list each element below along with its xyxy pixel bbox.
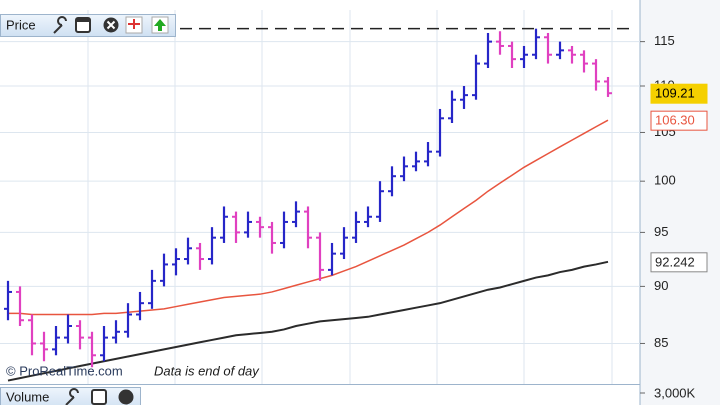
data-note: Data is end of day — [154, 363, 260, 378]
y-tick-label: 3,000K — [654, 385, 696, 400]
y-tick-label: 90 — [654, 278, 668, 293]
price-badge — [650, 110, 708, 131]
price-badge-label: 92.242 — [655, 254, 695, 269]
moving-average-line — [8, 119, 609, 316]
pane-title: Volume — [6, 389, 49, 404]
moving-average-line — [7, 260, 609, 382]
toolbar-icons[interactable] — [53, 16, 169, 34]
y-tick-label: 95 — [654, 224, 668, 239]
price-badge — [650, 252, 708, 273]
price-badge-label: 106.30 — [655, 113, 695, 128]
y-tick-label: 115 — [654, 33, 675, 48]
plot-area — [0, 27, 640, 382]
y-tick-label: 85 — [654, 335, 668, 350]
watermark: © ProRealTime.com — [6, 363, 123, 378]
volume-header[interactable]: Volume — [0, 387, 141, 410]
vertical-grid — [87, 10, 613, 384]
price-badge-label: 109.21 — [655, 86, 695, 101]
pane-title: Price — [6, 17, 36, 32]
price-badge — [650, 83, 708, 104]
axis-background — [640, 0, 720, 405]
y-tick-label: 100 — [654, 173, 676, 188]
price-header[interactable]: Price — [0, 14, 176, 37]
